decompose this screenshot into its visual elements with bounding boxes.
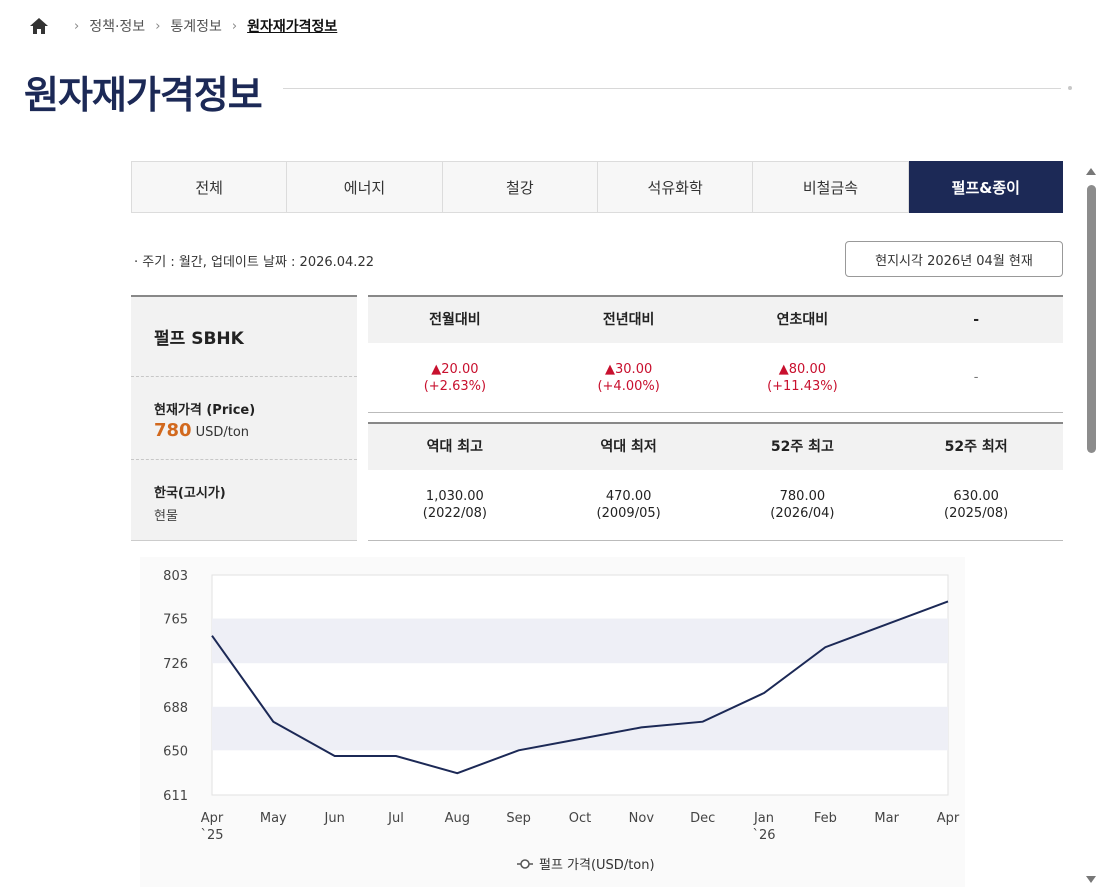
current-price-block: 현재가격 (Price) 780 USD/ton (131, 377, 357, 460)
cell-yoy-value: ▲30.00 (605, 361, 653, 377)
price-chart: 803 765 726 688 650 611 Apr `25 May Jun Jul Aug Sep O… (140, 557, 965, 887)
chevron-right-icon: › (231, 18, 238, 34)
x-tick-label: Jul (387, 811, 404, 826)
header-52w-low: 52주 최저 (944, 438, 1008, 455)
y-tick-label: 650 (163, 744, 188, 759)
tab-steel[interactable]: 철강 (443, 162, 598, 212)
cell-mom-value: ▲20.00 (431, 361, 479, 377)
update-info: · 주기 : 월간, 업데이트 날짜 : 2026.04.22 (134, 255, 374, 270)
page-title: 원자재가격정보 (24, 73, 263, 117)
header-all-time-high: 역대 최고 (426, 438, 484, 455)
category-tabs: 전체 에너지 철강 석유화학 비철금속 펄프&종이 (131, 161, 1063, 213)
record-table: 역대 최고 역대 최저 52주 최고 52주 최저 1,030.00 (2022… (368, 422, 1063, 541)
x-tick-label: Feb (814, 811, 837, 826)
title-dot (1068, 86, 1072, 90)
x-tick-label: Mar (874, 811, 899, 826)
chevron-right-icon: › (74, 18, 80, 34)
breadcrumb-item-stats[interactable]: 통계정보 (170, 19, 222, 35)
change-table-header: 전월대비 전년대비 연초대비 - (368, 297, 1063, 343)
market-sub: 현물 (154, 509, 178, 524)
x-tick-label: Nov (629, 811, 655, 826)
x-tick-label: Apr (937, 811, 960, 826)
cell-52w-low: 630.00 (2025/08) (889, 470, 1063, 540)
grid-band (212, 706, 948, 751)
cell-all-time-high: 1,030.00 (2022/08) (368, 470, 542, 540)
grid-band (212, 618, 948, 664)
cell-all-time-low-date: (2009/05) (596, 506, 661, 521)
scroll-down-arrow-icon[interactable] (1086, 876, 1096, 883)
x-tick-label: Aug (445, 811, 470, 826)
item-info-panel: 펄프 SBHK 현재가격 (Price) 780 USD/ton 한국(고시가) … (131, 295, 357, 541)
current-price-value: 780 (154, 420, 192, 441)
cell-all-time-low-value: 470.00 (605, 489, 652, 504)
scroll-up-arrow-icon[interactable] (1086, 168, 1096, 175)
cell-yoy: ▲30.00 (+4.00%) (542, 343, 716, 412)
y-tick-label: 803 (163, 569, 188, 584)
legend-label: 펄프 가격(USD/ton) (539, 858, 655, 873)
current-price-unit: USD/ton (195, 425, 250, 440)
y-tick-label: 765 (163, 613, 188, 628)
cell-ytd: ▲80.00 (+11.43%) (716, 343, 890, 412)
tab-nonferrous[interactable]: 비철금속 (753, 162, 909, 212)
cell-52w-high: 780.00 (2026/04) (716, 470, 890, 540)
tab-energy[interactable]: 에너지 (287, 162, 443, 212)
market-block: 한국(고시가) 현물 (131, 460, 357, 541)
series-line (211, 600, 949, 775)
cell-empty-value: - (973, 370, 979, 385)
cell-yoy-pct: (+4.00%) (597, 378, 660, 394)
y-tick-label: 726 (163, 657, 188, 672)
x-tick-label: Sep (506, 811, 531, 826)
x-tick-sublabel: `26 (752, 828, 775, 843)
tab-all[interactable]: 전체 (132, 162, 288, 212)
tab-petrochemical[interactable]: 석유화학 (598, 162, 754, 212)
x-tick-label: Apr (201, 811, 224, 826)
price-chart-svg: 803 765 726 688 650 611 Apr `25 May Jun Jul Aug Sep O… (163, 569, 960, 873)
record-table-row: 1,030.00 (2022/08) 470.00 (2009/05) 780.… (368, 470, 1063, 540)
home-icon[interactable] (30, 18, 48, 34)
header-mom: 전월대비 (429, 311, 481, 328)
x-tick-label: Jan (753, 811, 774, 826)
cell-52w-low-value: 630.00 (953, 489, 999, 504)
x-tick-sublabel: `25 (200, 828, 223, 843)
x-tick-label: Dec (690, 811, 715, 826)
title-divider (283, 88, 1061, 89)
plot-area (211, 574, 949, 796)
header-ytd: 연초대비 (776, 311, 829, 328)
legend-marker (520, 859, 530, 869)
cell-all-time-low: 470.00 (2009/05) (542, 470, 716, 540)
y-tick-label: 611 (163, 789, 188, 804)
item-name: 펄프 SBHK (131, 297, 357, 377)
current-price-label: 현재가격 (Price) (154, 403, 256, 418)
record-table-header: 역대 최고 역대 최저 52주 최고 52주 최저 (368, 424, 1063, 470)
chevron-right-icon: › (155, 18, 161, 34)
breadcrumb: › 정책·정보 › 통계정보 › 원자재가격정보 (30, 16, 337, 36)
cell-52w-high-date: (2026/04) (770, 506, 835, 521)
cell-52w-low-date: (2025/08) (944, 506, 1009, 521)
x-tick-label: Oct (569, 811, 591, 826)
cell-52w-high-value: 780.00 (779, 489, 826, 504)
cell-empty: - (889, 343, 1063, 412)
cell-all-time-high-value: 1,030.00 (425, 489, 484, 504)
cell-all-time-high-date: (2022/08) (422, 506, 487, 521)
cell-mom: ▲20.00 (+2.63%) (368, 343, 542, 412)
y-tick-label: 688 (163, 701, 188, 716)
cell-ytd-value: ▲80.00 (778, 361, 826, 377)
cell-mom-pct: (+2.63%) (423, 378, 487, 394)
change-table-row: ▲20.00 (+2.63%) ▲30.00 (+4.00%) ▲80.00 (… (368, 343, 1063, 412)
header-empty: - (973, 311, 980, 328)
current-price-value-row: 780 USD/ton (154, 420, 357, 441)
change-table: 전월대비 전년대비 연초대비 - ▲20.00 (+2.63%) ▲30.00 … (368, 295, 1063, 413)
breadcrumb-current[interactable]: 원자재가격정보 (247, 19, 338, 35)
cell-ytd-pct: (+11.43%) (767, 378, 838, 394)
header-all-time-low: 역대 최저 (600, 438, 657, 455)
x-tick-label: May (260, 811, 287, 826)
x-tick-label: Jun (324, 811, 345, 826)
local-time-button[interactable]: 현지시각 2026년 04월 현재 (845, 241, 1063, 277)
market-label: 한국(고시가) (154, 486, 226, 501)
header-52w-high: 52주 최고 (770, 438, 834, 455)
tab-pulp-paper[interactable]: 펄프&종이 (908, 161, 1063, 213)
breadcrumb-item-policy[interactable]: 정책·정보 (89, 19, 146, 35)
scrollbar-thumb[interactable] (1087, 185, 1096, 453)
header-yoy: 전년대비 (602, 311, 655, 328)
